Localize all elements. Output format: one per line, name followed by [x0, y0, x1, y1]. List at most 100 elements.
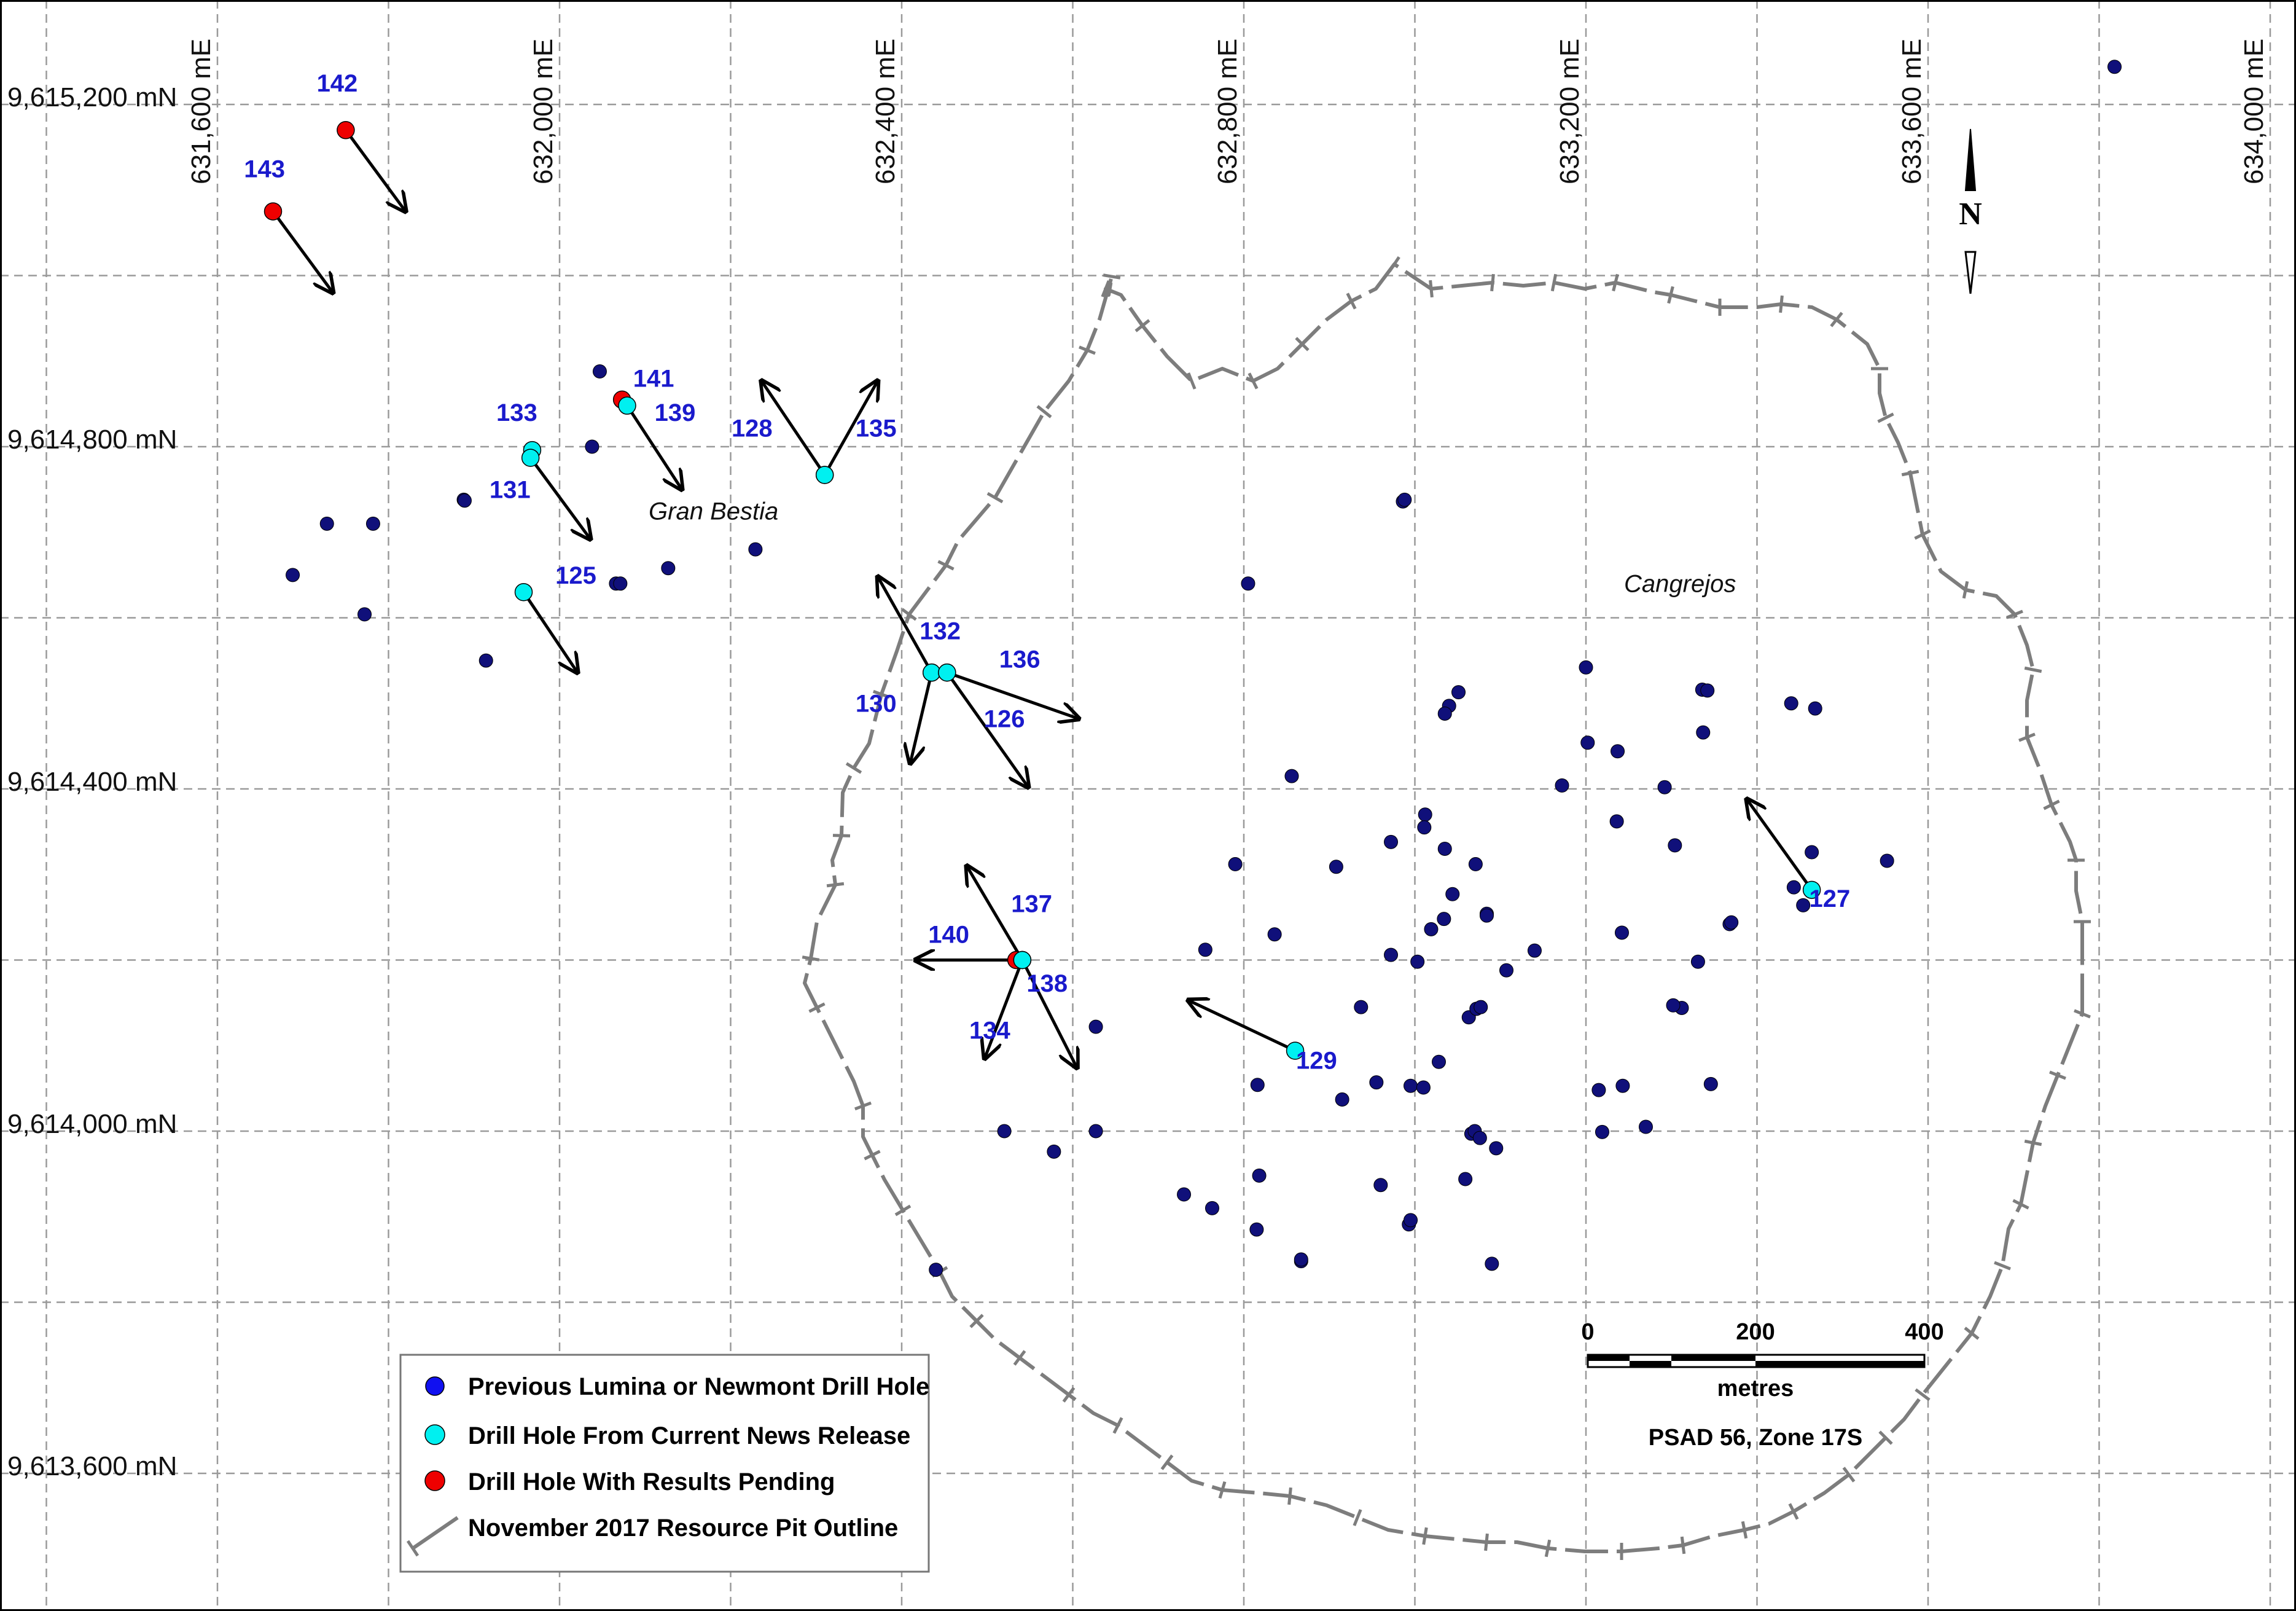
- previous-drill-hole: [592, 364, 607, 378]
- previous-drill-hole: [365, 516, 380, 531]
- scale-bar-segment: [1671, 1355, 1755, 1361]
- previous-drill-hole: [613, 576, 628, 591]
- easting-label: 632,400 mE: [870, 39, 900, 184]
- drill-hole-127: [1802, 880, 1821, 900]
- pit-outline-tick: [1346, 292, 1357, 310]
- previous-drill-hole: [1615, 1078, 1630, 1093]
- previous-drill-hole: [357, 607, 372, 622]
- previous-drill-hole: [1657, 780, 1672, 794]
- drill-hole-label-130: 130: [856, 691, 897, 718]
- previous-drill-hole: [1437, 841, 1452, 856]
- previous-drill-hole: [1580, 735, 1595, 750]
- pit-outline-tick: [1741, 1521, 1748, 1539]
- previous-drill-hole: [1724, 915, 1739, 930]
- scale-bar-segment: [1630, 1361, 1671, 1367]
- coordinate-labels: 631,600 mE 632,000 mE 632,400 mE 632,800 mE…: [7, 39, 2269, 1481]
- place-name-gran-bestia: Gran Bestia: [649, 498, 778, 525]
- pit-outline-tick: [872, 689, 891, 699]
- drill-hole-129: [1286, 1041, 1305, 1060]
- pit-outline-tick: [854, 1101, 872, 1111]
- drill-trace-136: [946, 671, 1079, 719]
- pit-outline-tick: [1218, 1481, 1227, 1499]
- pit-outline-tick: [1079, 345, 1096, 355]
- pit-outline-tick: [937, 560, 955, 571]
- northing-label: 9,615,200 mN: [7, 82, 177, 112]
- previous-drill-hole: [1579, 660, 1593, 675]
- legend-current-icon: [424, 1424, 445, 1445]
- drill-hole-126: [938, 663, 956, 682]
- previous-drill-hole: [929, 1263, 943, 1277]
- drill-hole-125: [514, 582, 533, 602]
- easting-label: 631,600 mE: [186, 39, 216, 184]
- drill-hole-label-140: 140: [928, 922, 969, 949]
- previous-drill-hole: [1198, 943, 1212, 957]
- north-arrow-lower-icon: [1964, 251, 1977, 294]
- previous-drill-hole: [1047, 1144, 1061, 1159]
- scale-tick-400: 400: [1905, 1319, 1943, 1345]
- previous-drill-hole: [319, 516, 334, 531]
- previous-drill-hole: [1354, 1000, 1369, 1014]
- legend-current-label: Drill Hole From Current News Release: [468, 1422, 910, 1449]
- pit-outline-tick: [1788, 1503, 1799, 1520]
- drill-trace-126: [945, 672, 1028, 788]
- pit-outline-tick: [2024, 666, 2042, 673]
- pit-outline-tick: [1103, 273, 1121, 280]
- drill-hole-label-128: 128: [732, 415, 773, 442]
- previous-drill-hole: [1424, 922, 1439, 936]
- previous-drill-hole: [1384, 947, 1399, 962]
- legend-pit-line-icon: [412, 1516, 459, 1550]
- legend-pit-tick-icon: [406, 1540, 420, 1557]
- previous-drill-hole: [1373, 1178, 1388, 1193]
- previous-drill-hole: [1527, 943, 1542, 958]
- drill-hole-135: [815, 466, 834, 484]
- legend-pending-label: Drill Hole With Results Pending: [468, 1468, 835, 1495]
- pit-outline-tick: [1550, 273, 1558, 292]
- legend: Previous Lumina or Newmont Drill Hole Dr…: [399, 1354, 930, 1573]
- previous-drill-hole: [1474, 1000, 1488, 1014]
- drill-trace-125: [522, 591, 578, 673]
- pit-outline-tick: [1013, 1350, 1026, 1366]
- northing-label: 9,614,400 mN: [7, 767, 177, 797]
- drill-hole-142: [337, 121, 355, 139]
- previous-drill-hole: [1609, 814, 1624, 829]
- pit-outline-tick: [1914, 529, 1931, 540]
- pit-outline-tick: [2012, 1199, 2029, 1210]
- previous-drill-hole: [1284, 769, 1299, 783]
- drill-trace-130: [910, 672, 934, 764]
- previous-drill-hole: [1668, 838, 1682, 853]
- easting-label: 633,200 mE: [1555, 39, 1585, 184]
- drill-trace-129: [1188, 1000, 1296, 1052]
- previous-drill-hole: [1805, 845, 1819, 860]
- pit-outline-tick: [1429, 280, 1434, 298]
- north-arrow: N: [1959, 128, 1982, 294]
- legend-box: [399, 1354, 930, 1573]
- previous-drill-hole: [585, 439, 599, 454]
- drill-trace-127: [1747, 799, 1813, 891]
- scale-bar: 0 200 400 metres PSAD 56, Zone 17S: [1581, 1319, 1943, 1451]
- drill-hole-label-137: 137: [1011, 891, 1052, 918]
- northing-label: 9,614,800 mN: [7, 425, 177, 455]
- pit-outline-tick: [2074, 1009, 2091, 1019]
- previous-drill-hole: [478, 653, 493, 668]
- previous-drill-hole: [1177, 1187, 1192, 1202]
- pit-outline-tick: [901, 608, 917, 621]
- previous-drill-hole: [1250, 1078, 1265, 1092]
- easting-label: 632,000 mE: [528, 39, 558, 184]
- drill-hole-label-129: 129: [1296, 1047, 1337, 1074]
- pit-outline-tick: [1484, 1533, 1489, 1551]
- previous-drill-hole: [1479, 908, 1494, 923]
- previous-drill-hole: [1880, 853, 1894, 868]
- pit-outline-tick: [986, 492, 1004, 504]
- drill-hole-label-139: 139: [655, 399, 696, 426]
- pit-outline-tick: [2049, 1070, 2066, 1080]
- previous-drill-hole: [286, 568, 300, 582]
- pit-outline-tick: [1877, 412, 1894, 423]
- hole-labels: 142 143 141 139 133 131 128 135 125 132 130 136 126 1…: [244, 70, 1850, 1074]
- drill-hole-label-135: 135: [856, 415, 897, 442]
- drill-trace-139: [625, 404, 682, 489]
- pit-outline-tick: [1667, 286, 1674, 304]
- previous-drill-hole: [1786, 880, 1801, 895]
- easting-label: 632,800 mE: [1212, 39, 1243, 184]
